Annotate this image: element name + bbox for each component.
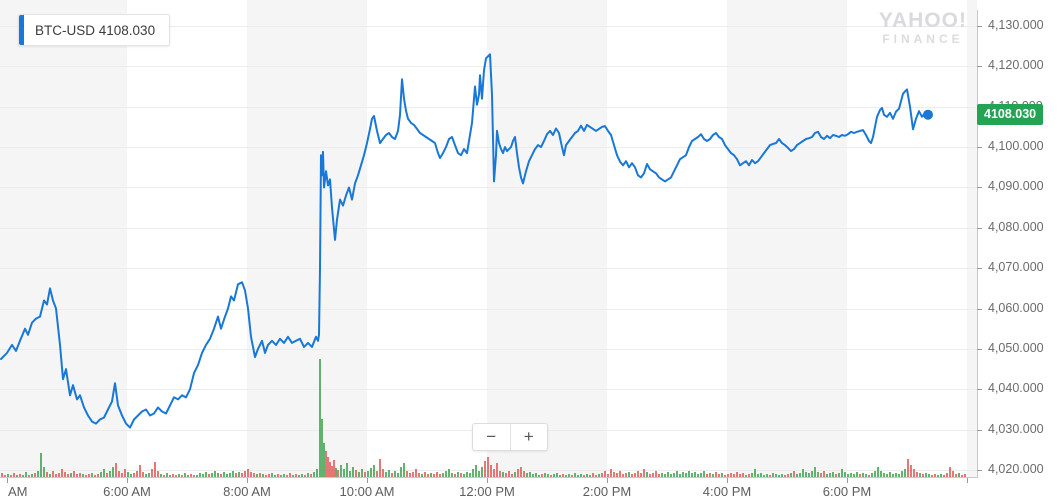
y-axis-label: 4,130.000 [988,18,1044,32]
x-axis-label: 10:00 AM [339,484,395,499]
y-axis-label: 4,040.000 [988,381,1044,396]
volume-bars [1,359,966,477]
price-line [0,53,929,429]
legend-color-bar-icon [19,15,24,45]
watermark-yahoo: YAHOO! [878,9,967,32]
symbol-legend: BTC-USD 4108.030 [18,14,171,46]
y-axis-label: 4,030.000 [988,421,1044,436]
y-axis-label: 4,080.000 [988,219,1044,234]
y-axis-label: 4,090.000 [988,179,1044,194]
x-axis-label: 6:00 PM [822,484,872,499]
x-axis-label: AM [8,484,28,499]
y-axis-label: 4,100.000 [988,139,1044,154]
watermark-finance: FINANCE [882,32,964,47]
current-price-badge: 4108.030 [977,104,1044,126]
y-axis-label: 4,070.000 [988,260,1044,275]
x-axis-label: 8:00 AM [223,484,271,499]
legend-price: 4108.030 [98,22,156,38]
zoom-controls: − + [472,423,548,451]
x-axis-label: 4:00 PM [702,484,752,499]
y-axis-label: 4,050.000 [988,340,1044,355]
current-price-dot [923,109,933,120]
x-axis-label: 12:00 PM [459,484,515,499]
y-axis-label: 4,020.000 [988,462,1044,476]
yahoo-finance-watermark: YAHOO! FINANCE [878,9,967,47]
x-axis-label: 2:00 PM [582,484,632,499]
y-axis-label: 4,120.000 [988,58,1044,73]
y-axis-label: 4,060.000 [988,300,1044,315]
x-axis-label: 6:00 AM [103,484,151,499]
legend-symbol: BTC-USD [35,22,95,38]
background-bands [0,0,977,477]
zoom-in-button[interactable]: + [509,424,548,450]
zoom-out-button[interactable]: − [473,424,510,450]
